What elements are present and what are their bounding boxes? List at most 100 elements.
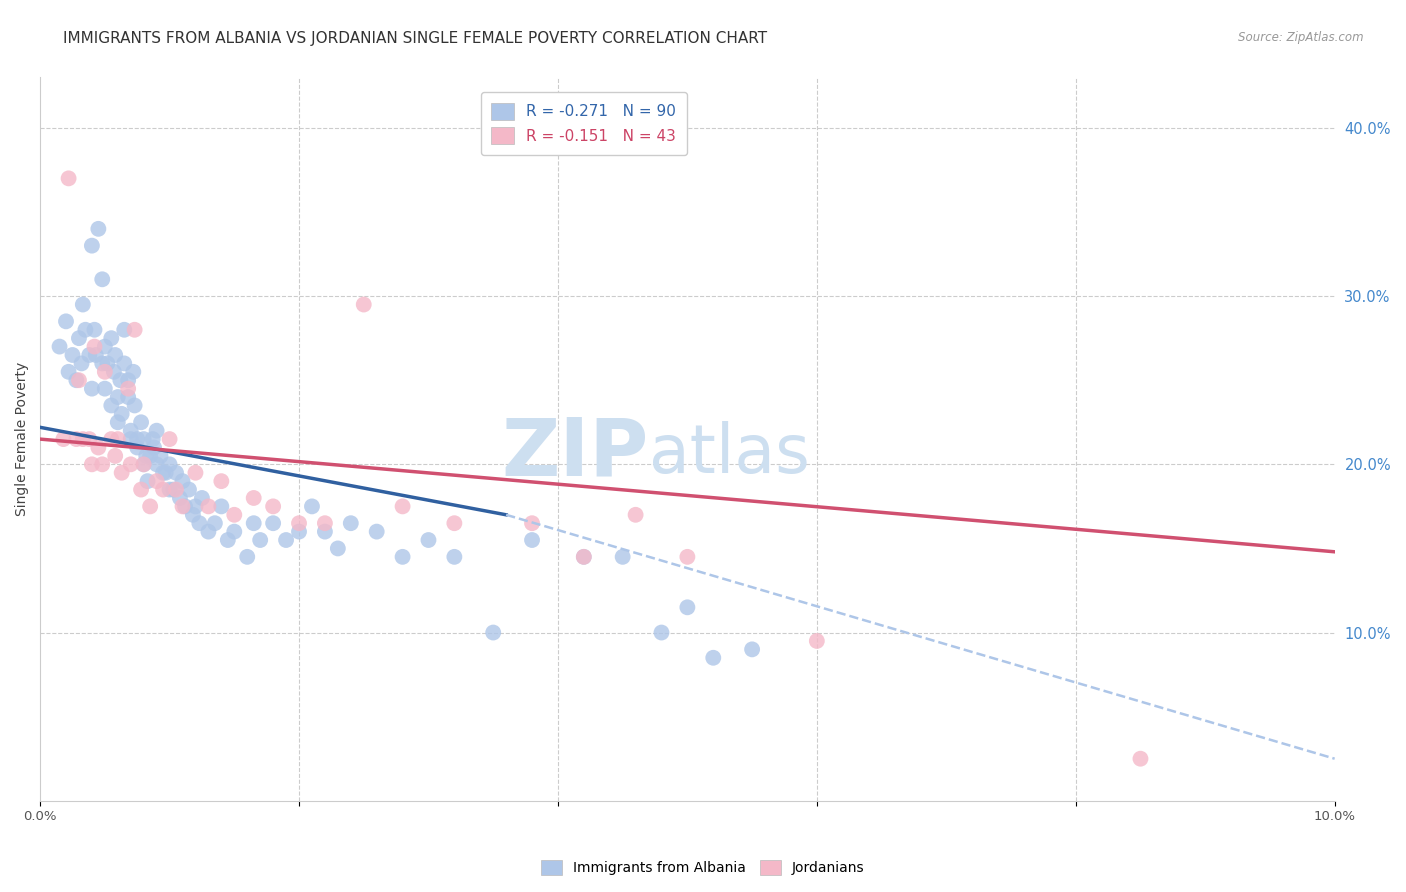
- Point: [191, 491, 214, 505]
- Point: [117, 390, 139, 404]
- Point: [107, 390, 129, 404]
- Point: [70, 356, 93, 370]
- Point: [172, 500, 194, 514]
- Legend: Immigrants from Albania, Jordanians: Immigrants from Albania, Jordanians: [536, 855, 870, 880]
- Point: [58, 365, 80, 379]
- Point: [122, 365, 145, 379]
- Point: [366, 524, 388, 539]
- Point: [110, 373, 132, 387]
- Point: [142, 432, 165, 446]
- Text: ZIP: ZIP: [502, 415, 648, 492]
- Point: [145, 424, 167, 438]
- Point: [91, 356, 114, 370]
- Point: [79, 432, 101, 446]
- Point: [129, 483, 152, 497]
- Point: [145, 458, 167, 472]
- Point: [676, 549, 699, 564]
- Point: [136, 474, 159, 488]
- Point: [482, 625, 505, 640]
- Point: [159, 432, 181, 446]
- Point: [104, 348, 127, 362]
- Point: [67, 331, 90, 345]
- Point: [209, 474, 232, 488]
- Point: [120, 432, 142, 446]
- Point: [172, 474, 194, 488]
- Point: [314, 516, 336, 531]
- Point: [132, 432, 155, 446]
- Y-axis label: Single Female Poverty: Single Female Poverty: [15, 362, 30, 516]
- Point: [94, 340, 117, 354]
- Point: [65, 432, 87, 446]
- Point: [117, 373, 139, 387]
- Point: [83, 323, 105, 337]
- Point: [124, 399, 146, 413]
- Point: [162, 483, 184, 497]
- Point: [135, 449, 157, 463]
- Point: [174, 500, 197, 514]
- Point: [120, 458, 142, 472]
- Point: [155, 466, 177, 480]
- Point: [159, 458, 181, 472]
- Point: [1129, 752, 1152, 766]
- Point: [209, 500, 232, 514]
- Point: [58, 171, 80, 186]
- Point: [79, 348, 101, 362]
- Point: [288, 524, 311, 539]
- Point: [67, 373, 90, 387]
- Point: [224, 524, 246, 539]
- Point: [242, 516, 264, 531]
- Point: [139, 500, 162, 514]
- Legend: R = -0.271   N = 90, R = -0.151   N = 43: R = -0.271 N = 90, R = -0.151 N = 43: [481, 92, 688, 154]
- Point: [111, 466, 134, 480]
- Point: [217, 533, 239, 547]
- Point: [127, 441, 149, 455]
- Point: [624, 508, 647, 522]
- Point: [184, 466, 207, 480]
- Point: [87, 441, 110, 455]
- Point: [100, 432, 122, 446]
- Point: [107, 432, 129, 446]
- Point: [129, 415, 152, 429]
- Point: [650, 625, 672, 640]
- Point: [612, 549, 634, 564]
- Point: [48, 340, 70, 354]
- Point: [391, 500, 413, 514]
- Point: [197, 524, 219, 539]
- Point: [91, 272, 114, 286]
- Point: [353, 297, 375, 311]
- Point: [52, 432, 75, 446]
- Point: [443, 516, 465, 531]
- Point: [520, 516, 543, 531]
- Point: [65, 373, 87, 387]
- Point: [181, 508, 204, 522]
- Point: [84, 348, 107, 362]
- Text: atlas: atlas: [648, 420, 810, 486]
- Point: [572, 549, 595, 564]
- Point: [120, 424, 142, 438]
- Point: [132, 458, 155, 472]
- Point: [274, 533, 297, 547]
- Point: [197, 500, 219, 514]
- Point: [262, 500, 284, 514]
- Point: [262, 516, 284, 531]
- Point: [236, 549, 259, 564]
- Point: [288, 516, 311, 531]
- Point: [741, 642, 763, 657]
- Point: [80, 458, 103, 472]
- Point: [94, 365, 117, 379]
- Point: [112, 323, 135, 337]
- Point: [104, 449, 127, 463]
- Point: [159, 483, 181, 497]
- Point: [152, 483, 174, 497]
- Point: [204, 516, 226, 531]
- Point: [62, 348, 84, 362]
- Point: [806, 634, 828, 648]
- Point: [676, 600, 699, 615]
- Point: [143, 441, 166, 455]
- Point: [165, 483, 187, 497]
- Point: [72, 297, 94, 311]
- Point: [124, 323, 146, 337]
- Point: [301, 500, 323, 514]
- Point: [91, 458, 114, 472]
- Point: [80, 382, 103, 396]
